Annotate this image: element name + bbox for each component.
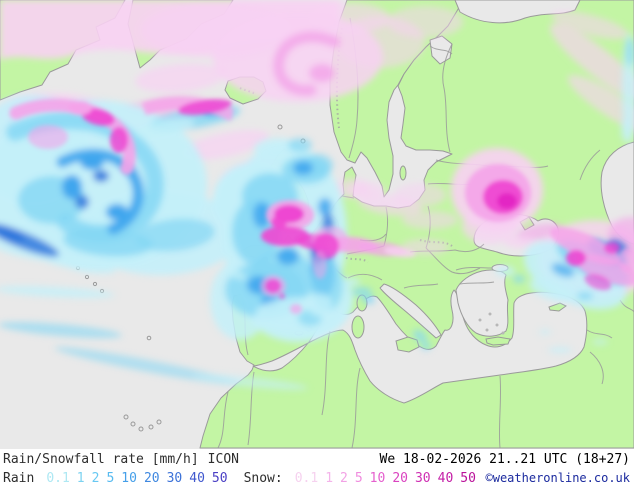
rain-scale-value: 50 [211,471,228,486]
europe-precipitation-map-svg [0,0,634,449]
faroe-islands [277,124,283,130]
rain-scale-label: Rain [3,471,35,486]
snow-scale-label: Snow: [243,471,283,486]
snow-scale: 0.1 1 2 5 10 20 30 40 50 [283,471,476,486]
rain-scale-value: 20 [143,471,160,486]
island-sicily [395,336,420,353]
product-title: Rain/Snowfall rate [mm/h] [3,452,199,467]
aegean-sea [455,269,509,337]
rain-scale-value: 2 [91,471,100,486]
canary-islands [123,414,129,420]
snow-scale-value: 50 [460,471,476,486]
chart-title: Rain/Snowfall rate [mm/h] ICON [3,452,239,467]
snow-scale-value: 5 [354,471,363,486]
snow-strong-layer [9,97,634,314]
title-row: Rain/Snowfall rate [mm/h] ICON We 18-02-2… [3,452,630,467]
snow-scale-value: 20 [392,471,408,486]
island-sardinia [351,315,365,339]
aegean-islands [478,312,505,335]
island-gotland [399,165,407,181]
rain-scale: 0.1 1 2 5 10 20 30 40 50 [34,471,227,486]
rain-scale-value: 1 [76,471,85,486]
model-name: ICON [207,452,239,467]
madeira [146,335,152,341]
rain-scale-value: 5 [106,471,115,486]
snow-scale-value: 2 [340,471,348,486]
rain-scale-value: 10 [121,471,137,486]
snow-scale-value: 30 [414,471,431,486]
snow-scale-value: 0.1 [294,471,319,486]
legend-bar: Rain/Snowfall rate [mm/h] ICON We 18-02-2… [0,449,634,490]
rain-scale-value: 30 [166,471,183,486]
copyright: ©weatheronline.co.uk [485,471,631,485]
island-crete [485,336,511,346]
snow-scale-value: 40 [437,471,454,486]
precipitation-map [0,0,634,449]
scale-row: Rain 0.1 1 2 5 10 20 30 40 50 Snow: 0.1 1 2 5 10 20 30… [3,471,630,486]
adriatic-sea [379,283,442,339]
snow-scale-value: 10 [369,471,386,486]
rain-scale-value: 0.1 [46,471,70,486]
island-cyprus [548,302,567,312]
rain-scale-value: 40 [189,471,205,486]
snow-scale-value: 1 [325,471,334,486]
valid-datetime: We 18-02-2026 21..21 UTC (18+27) [379,452,630,467]
